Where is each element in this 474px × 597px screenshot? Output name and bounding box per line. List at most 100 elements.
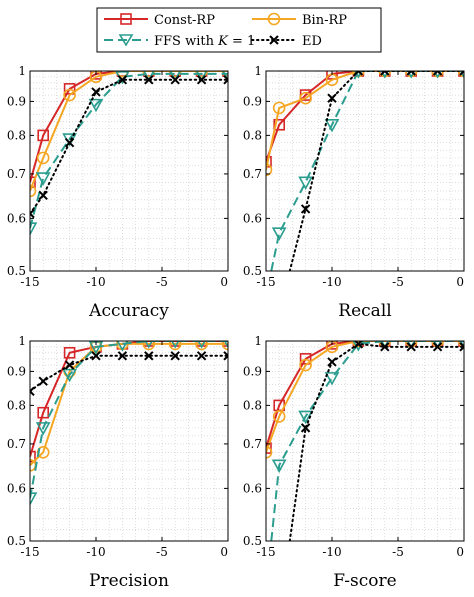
series-line-bin-rp bbox=[30, 71, 228, 192]
point-bin-rp bbox=[272, 101, 286, 115]
point-ffs bbox=[30, 222, 38, 236]
point-ffs bbox=[116, 341, 129, 352]
point-ed bbox=[380, 342, 390, 352]
point-ed bbox=[327, 357, 337, 367]
point-bin-rp bbox=[299, 358, 312, 372]
y-tick-label: 0.6 bbox=[7, 481, 26, 495]
x-tick-label: 0 bbox=[220, 545, 228, 559]
point-bin-rp bbox=[30, 184, 37, 198]
legend: Const-RP Bin-RP FFS with K = 1 ED bbox=[96, 7, 382, 53]
x-tick-label: -15 bbox=[20, 545, 39, 559]
legend-label-bin-rp: Bin-RP bbox=[302, 13, 347, 28]
point-ed bbox=[64, 137, 75, 148]
point-bin-rp bbox=[168, 71, 182, 78]
point-ed bbox=[91, 351, 101, 361]
x-tick-label: -10 bbox=[86, 275, 105, 289]
point-ffs bbox=[35, 172, 51, 186]
y-tick-label: 0.5 bbox=[7, 534, 26, 548]
axes-frame bbox=[29, 340, 229, 542]
point-bin-rp bbox=[272, 410, 286, 423]
x-tick-label: -5 bbox=[392, 545, 404, 559]
legend-marker-const-rp bbox=[120, 13, 132, 25]
point-bin-rp bbox=[63, 88, 76, 102]
point-const-rp bbox=[273, 118, 286, 131]
point-ed bbox=[353, 71, 364, 76]
point-bin-rp bbox=[352, 341, 365, 348]
series-line-bin-rp bbox=[266, 341, 464, 453]
x-tick-label: -15 bbox=[256, 275, 275, 289]
y-tick-label: 0.5 bbox=[7, 264, 26, 278]
point-ed bbox=[327, 93, 337, 103]
point-ed bbox=[117, 351, 128, 361]
series-line-bin-rp bbox=[266, 71, 464, 171]
y-tick-label: 0.7 bbox=[7, 167, 26, 181]
point-ed bbox=[170, 351, 180, 361]
y-tick-label: 0.5 bbox=[243, 534, 262, 548]
point-ed bbox=[30, 208, 35, 219]
x-tick-label: 0 bbox=[220, 275, 228, 289]
x-tick-label: -15 bbox=[256, 545, 275, 559]
y-tick-label: 0.8 bbox=[243, 128, 262, 142]
x-axis-label: Recall bbox=[338, 301, 391, 321]
point-bin-rp bbox=[142, 71, 156, 78]
point-ffs bbox=[324, 118, 340, 133]
axes-frame bbox=[265, 70, 465, 272]
point-ffs bbox=[298, 410, 313, 425]
grid bbox=[30, 341, 228, 541]
series-line-const-rp bbox=[30, 71, 228, 183]
x-tick-label: -10 bbox=[322, 545, 341, 559]
x-tick-label: -5 bbox=[392, 275, 404, 289]
point-bin-rp bbox=[168, 341, 182, 351]
series-line-ffs bbox=[270, 71, 464, 271]
y-tick-label: 0.9 bbox=[243, 364, 262, 378]
point-ed bbox=[300, 204, 311, 214]
x-axis-label: F-score bbox=[333, 571, 396, 591]
plot-area bbox=[30, 341, 228, 541]
point-const-rp bbox=[266, 442, 272, 454]
point-ed bbox=[30, 386, 35, 397]
point-ed bbox=[380, 71, 390, 76]
y-tick-label: 1 bbox=[18, 64, 26, 78]
series-line-const-rp bbox=[266, 71, 464, 163]
point-bin-rp bbox=[195, 341, 208, 351]
point-bin-rp bbox=[221, 341, 228, 351]
panel-recall: -15 -10 -5 0 0.5 0.6 0.7 0.8 0.9 1 Recall bbox=[243, 64, 465, 321]
series-line-ffs bbox=[30, 341, 228, 499]
point-ffs bbox=[35, 422, 51, 436]
grid bbox=[30, 71, 228, 271]
legend-entry-ed: ED bbox=[251, 34, 322, 49]
series-line-const-rp bbox=[266, 341, 464, 449]
grid bbox=[266, 71, 464, 271]
y-tick-label: 0.7 bbox=[243, 437, 262, 451]
y-tick-label: 1 bbox=[18, 334, 26, 348]
point-bin-rp bbox=[36, 151, 50, 165]
y-tick-label: 0.5 bbox=[243, 264, 262, 278]
point-bin-rp bbox=[142, 341, 156, 351]
y-tick-label: 0.6 bbox=[243, 211, 262, 225]
legend-label-ffs: FFS with K = 1 bbox=[154, 34, 255, 49]
y-tick-label: 1 bbox=[254, 334, 262, 348]
axes-frame bbox=[265, 340, 465, 542]
x-axis-label: Precision bbox=[89, 571, 169, 591]
point-ffs bbox=[143, 71, 155, 82]
point-ffs bbox=[222, 71, 228, 82]
axes-frame bbox=[29, 70, 229, 272]
point-ed bbox=[144, 351, 154, 361]
point-bin-rp bbox=[195, 71, 208, 78]
panel-precision: -15 -10 -5 0 0.5 0.6 0.7 0.8 0.9 1 Precision bbox=[7, 334, 229, 591]
point-ed bbox=[223, 75, 228, 85]
point-ed bbox=[64, 360, 75, 370]
x-tick-label: 0 bbox=[456, 275, 464, 289]
series-group bbox=[30, 71, 228, 236]
x-tick-label: -10 bbox=[86, 545, 105, 559]
y-tick-label: 0.9 bbox=[7, 364, 26, 378]
legend-label-const-rp: Const-RP bbox=[154, 13, 215, 28]
panel-accuracy: -15 -10 -5 0 0.5 0.6 0.7 0.8 0.9 1 Accuracy bbox=[7, 64, 229, 321]
y-tick-label: 0.8 bbox=[7, 128, 26, 142]
legend-entry-ffs: FFS with K = 1 bbox=[104, 34, 255, 49]
point-ffs bbox=[324, 372, 340, 386]
point-bin-rp bbox=[266, 445, 273, 459]
point-ed bbox=[196, 75, 207, 85]
point-ffs bbox=[88, 98, 104, 113]
